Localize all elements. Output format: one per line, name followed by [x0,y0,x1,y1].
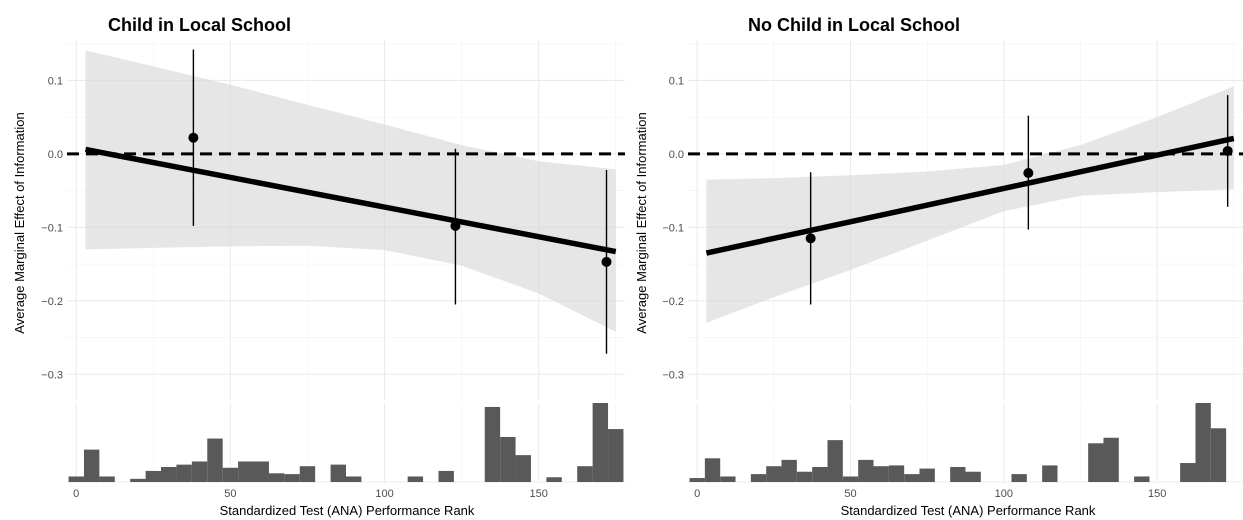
data-point [805,233,816,244]
histogram-bar [176,464,192,482]
histogram-bar [546,477,562,482]
y-tick-label: 0.0 [48,149,63,161]
confidence-band [706,86,1234,323]
histogram-bar [407,476,424,482]
histogram-bar [965,471,981,482]
histogram-bar [873,466,889,482]
y-tick-label: −0.1 [41,222,63,234]
histogram-bar [720,476,736,482]
histogram-bar [592,403,609,482]
x-tick-label: 0 [73,488,79,500]
fit-line [84,146,617,255]
histogram-bar [704,458,721,482]
histogram-bar [919,468,935,482]
histogram-bar [130,478,146,482]
histogram-bar [1011,474,1027,482]
histogram-bar [484,406,501,482]
data-point [1023,167,1034,178]
y-axis-title: Average Marginal Effect of Information [634,112,649,333]
histogram-bar [904,474,920,482]
histogram-bar [238,461,254,482]
y-axis-title: Average Marginal Effect of Information [12,112,27,333]
x-tick-label: 150 [1148,488,1166,500]
y-tick-label: −0.2 [662,296,684,308]
histogram-bar [83,449,100,482]
y-tick-label: 0.1 [48,75,63,87]
x-tick-label: 50 [844,488,856,500]
histogram-bar [145,470,162,482]
histogram-bar [515,455,531,482]
histogram-bar [500,436,516,482]
histogram-bar [842,476,859,482]
histogram-bar [346,476,362,482]
x-tick-label: 150 [529,488,547,500]
panel-no-child-in-local-school: No Child in Local School 0.1 0.0 −0.1 −0.2 −… [634,15,1243,518]
histogram-bar [222,467,239,482]
x-tick-label: 100 [375,488,393,500]
y-tick-label: −0.2 [41,296,63,308]
histogram-bar [284,474,300,482]
histogram-bar [268,473,285,482]
histogram-bar [1134,476,1150,482]
histogram-bar [858,459,874,482]
histogram-bar [950,466,966,482]
data-point [1222,145,1233,156]
data-point [450,220,461,231]
histogram-bar [827,440,843,482]
x-axis-title: Standardized Test (ANA) Performance Rank [841,503,1096,518]
panel-child-in-local-school: Child in Local School 0.1 0.0 −0.1 −0.2 −0.3… [12,15,625,518]
x-tick-label: 100 [995,488,1013,500]
histogram-bar [99,476,115,482]
y-tick-label: 0.0 [669,149,684,161]
histogram-bar [299,466,316,482]
histogram-bar [330,464,346,482]
histogram-bar [1042,465,1058,482]
histogram-bar [796,471,813,482]
histogram-bar [438,470,454,482]
x-tick-label: 50 [224,488,236,500]
histogram-bar [1103,437,1119,482]
x-axis-title: Standardized Test (ANA) Performance Rank [220,503,475,518]
panel-title: Child in Local School [108,15,291,35]
histogram-bar [253,461,269,482]
histogram-bar [608,429,624,482]
y-tick-label: 0.1 [669,75,684,87]
fit-line [705,135,1235,256]
histogram-bar [781,459,797,482]
histogram-bar [1088,443,1104,482]
histogram-bar [766,466,782,482]
histogram-bar [689,478,705,482]
y-tick-label: −0.3 [41,369,63,381]
histogram-bar [750,474,767,482]
data-point [188,132,199,143]
data-point [601,256,612,267]
histogram-bar [1210,428,1227,482]
histogram-bar [68,476,84,482]
histogram-bar [1180,463,1196,482]
confidence-band [85,50,616,332]
histogram-bar [888,465,905,482]
histogram-bar [1195,403,1211,482]
histogram-bar [161,466,177,482]
y-tick-label: −0.3 [662,369,684,381]
x-tick-label: 0 [694,488,700,500]
histogram-bar [577,466,593,482]
histogram-bar [207,438,223,482]
histogram-bar [812,466,828,482]
histogram-bar [191,461,208,482]
panel-title: No Child in Local School [748,15,960,35]
y-tick-label: −0.1 [662,222,684,234]
